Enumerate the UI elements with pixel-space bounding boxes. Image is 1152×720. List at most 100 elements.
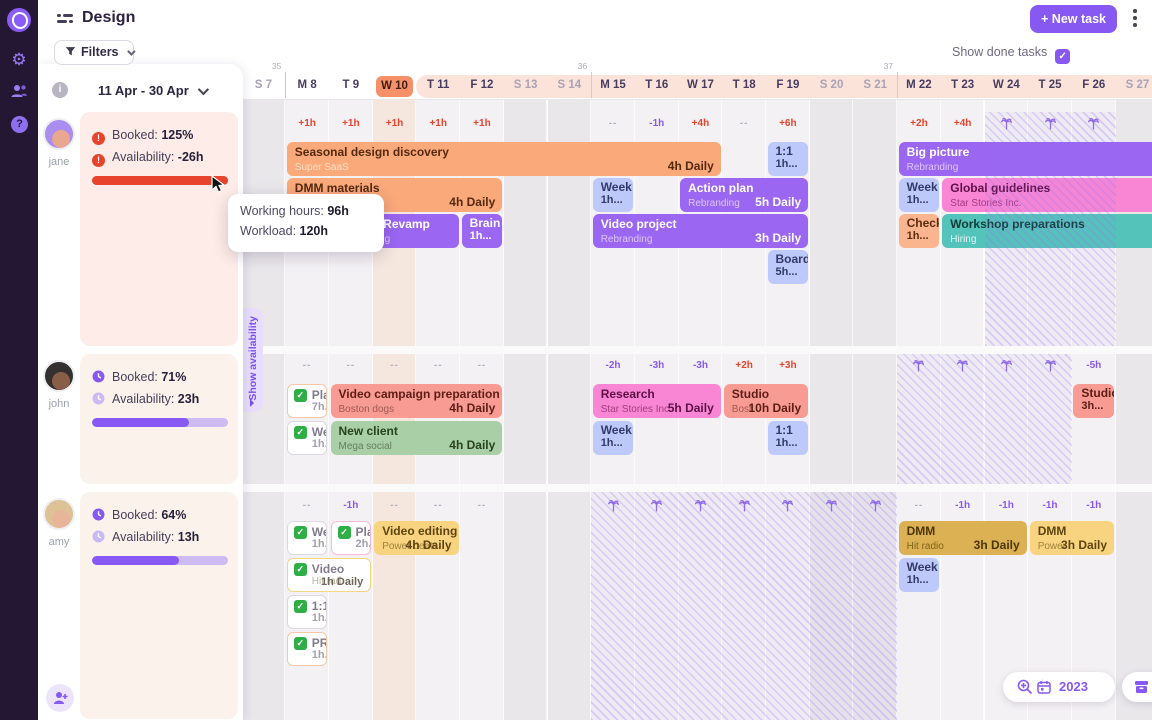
page-title: Design bbox=[82, 9, 136, 26]
info-icon[interactable]: i bbox=[52, 82, 68, 98]
task-hours: 1h... bbox=[311, 538, 328, 550]
task-bar[interactable]: Big picture Rebranding bbox=[898, 142, 1152, 176]
member-card bbox=[80, 112, 238, 346]
hour-marker: -3h bbox=[692, 360, 708, 371]
task-hours: 3h Daily bbox=[973, 538, 1020, 552]
task-hours: 3h Daily bbox=[755, 231, 802, 245]
task-bar[interactable]: Workshop preparations Hiring bbox=[942, 214, 1152, 248]
task-bar[interactable]: Studio3h... bbox=[1073, 384, 1115, 418]
task-hours: 4h Daily bbox=[667, 159, 714, 173]
task-bar[interactable]: DMM Hit radio 3h Daily bbox=[898, 521, 1027, 555]
hour-marker: -- bbox=[390, 360, 399, 371]
task-hours: 4h Daily bbox=[449, 195, 496, 209]
hour-marker: +1h bbox=[473, 118, 491, 129]
task-bar[interactable]: Action plan Rebranding 5h Daily bbox=[680, 178, 809, 212]
users-icon[interactable] bbox=[0, 84, 38, 98]
archive-button[interactable] bbox=[1122, 672, 1152, 702]
task-bar[interactable]: Seasonal design discovery Super SaaS 4h Da… bbox=[286, 142, 721, 176]
hour-marker: +3h bbox=[779, 360, 797, 371]
task-bar[interactable]: Video project Rebranding 3h Daily bbox=[592, 214, 809, 248]
palm-icon bbox=[912, 359, 925, 372]
board-view-icon[interactable] bbox=[57, 13, 73, 25]
task-bar[interactable]: 1:1 1h... bbox=[767, 142, 809, 176]
filters-button[interactable]: Filters bbox=[54, 40, 136, 65]
palm-icon bbox=[781, 499, 794, 512]
task-bar[interactable]: Global guidelines Star Stories Inc. bbox=[942, 178, 1152, 212]
timeline-zoom-controls: 2023 bbox=[1003, 672, 1115, 702]
task-bar[interactable]: Video editing Power beats 4h Daily bbox=[374, 521, 459, 555]
hour-marker: +1h bbox=[298, 118, 316, 129]
task-bar[interactable]: Check 1h... bbox=[898, 214, 940, 248]
workload-tooltip: Working hours: 96h Workload: 120h bbox=[228, 194, 384, 252]
task-bar[interactable]: Brain 1h... bbox=[461, 214, 503, 248]
year-button[interactable]: 2023 bbox=[1059, 679, 1088, 694]
task-hours: 4h Daily bbox=[449, 438, 496, 452]
avatar[interactable] bbox=[43, 118, 75, 150]
show-done-tasks-toggle[interactable]: Show done tasks ✓ bbox=[952, 45, 1071, 64]
task-title: DMM materials bbox=[294, 181, 380, 195]
day-column bbox=[503, 100, 548, 720]
done-checkbox-icon: ✓ bbox=[293, 637, 307, 650]
day-label: F 12 bbox=[470, 79, 494, 91]
hour-marker: +1h bbox=[342, 118, 360, 129]
vacation-overlay bbox=[984, 112, 1116, 346]
help-icon[interactable]: ? bbox=[11, 116, 28, 133]
done-task[interactable]: ✓ Video Hit rad 1h Daily bbox=[286, 558, 372, 592]
done-task[interactable]: ✓ We1h... bbox=[286, 421, 328, 455]
task-project: Star Stories Inc. bbox=[950, 198, 1021, 209]
task-bar[interactable]: New client Mega social 4h Daily bbox=[330, 421, 503, 455]
more-menu-button[interactable] bbox=[1128, 8, 1142, 30]
expand-arrow-icon bbox=[250, 399, 254, 407]
task-title: Research bbox=[600, 387, 655, 401]
task-bar[interactable]: Week 1h... bbox=[592, 178, 634, 212]
palm-icon bbox=[1044, 117, 1057, 130]
new-task-button[interactable]: + New task bbox=[1030, 5, 1117, 33]
date-range-selector[interactable]: 11 Apr - 30 Apr bbox=[98, 83, 209, 98]
palm-icon bbox=[650, 499, 663, 512]
show-availability-tab[interactable]: Show availability bbox=[243, 308, 263, 412]
add-member-button[interactable] bbox=[46, 684, 74, 712]
day-label: M 22 bbox=[906, 79, 932, 91]
task-hours: 1h Daily bbox=[321, 576, 364, 588]
done-task[interactable]: ✓ Pla7h... bbox=[286, 384, 328, 418]
done-task[interactable]: ✓ Pla2h... bbox=[330, 521, 372, 555]
task-bar[interactable]: Board 5h... bbox=[767, 250, 809, 284]
task-title: Check bbox=[906, 216, 940, 230]
day-label: S 14 bbox=[557, 79, 582, 91]
day-label: T 23 bbox=[951, 79, 975, 91]
task-hours: 2h... bbox=[355, 538, 372, 550]
palm-icon bbox=[1087, 117, 1100, 130]
done-task[interactable]: ✓ We1h... bbox=[286, 521, 328, 555]
task-hours: 1h... bbox=[311, 612, 328, 624]
gear-icon[interactable]: ⚙ bbox=[11, 50, 27, 69]
task-bar[interactable]: Studio Bost 10h Daily bbox=[723, 384, 809, 418]
task-bar[interactable]: 1:1 1h... bbox=[767, 421, 809, 455]
avatar[interactable] bbox=[43, 498, 75, 530]
task-hours: 1h... bbox=[906, 230, 929, 242]
task-bar[interactable]: Video campaign preparation Boston dogs 4h … bbox=[330, 384, 503, 418]
day-label: S 7 bbox=[254, 79, 273, 91]
avatar[interactable] bbox=[43, 360, 75, 392]
day-label: W 24 bbox=[992, 79, 1020, 91]
task-bar[interactable]: Week 1h... bbox=[592, 421, 634, 455]
done-checkbox-icon: ✓ bbox=[293, 600, 307, 613]
task-title: New client bbox=[338, 424, 398, 438]
day-label: S 27 bbox=[1125, 79, 1150, 91]
task-bar[interactable]: Week 1h... bbox=[898, 178, 940, 212]
task-bar[interactable]: Week 1h... bbox=[898, 558, 940, 592]
task-bar[interactable]: DMM Power 3h Daily bbox=[1029, 521, 1115, 555]
task-bar[interactable]: Research Star Stories Inc. 5h Daily bbox=[592, 384, 721, 418]
palm-icon bbox=[694, 499, 707, 512]
task-title: 1:1 bbox=[311, 599, 328, 613]
logo-icon[interactable] bbox=[7, 8, 31, 32]
palm-icon bbox=[869, 499, 882, 512]
day-label: F 26 bbox=[1082, 79, 1106, 91]
checkbox-checked-icon[interactable]: ✓ bbox=[1055, 49, 1071, 64]
task-title: Video editing bbox=[382, 524, 458, 538]
week-divider bbox=[285, 72, 287, 98]
done-checkbox-icon: ✓ bbox=[293, 426, 307, 439]
task-title: Action plan bbox=[688, 181, 754, 195]
task-hours: 1h... bbox=[600, 437, 623, 449]
